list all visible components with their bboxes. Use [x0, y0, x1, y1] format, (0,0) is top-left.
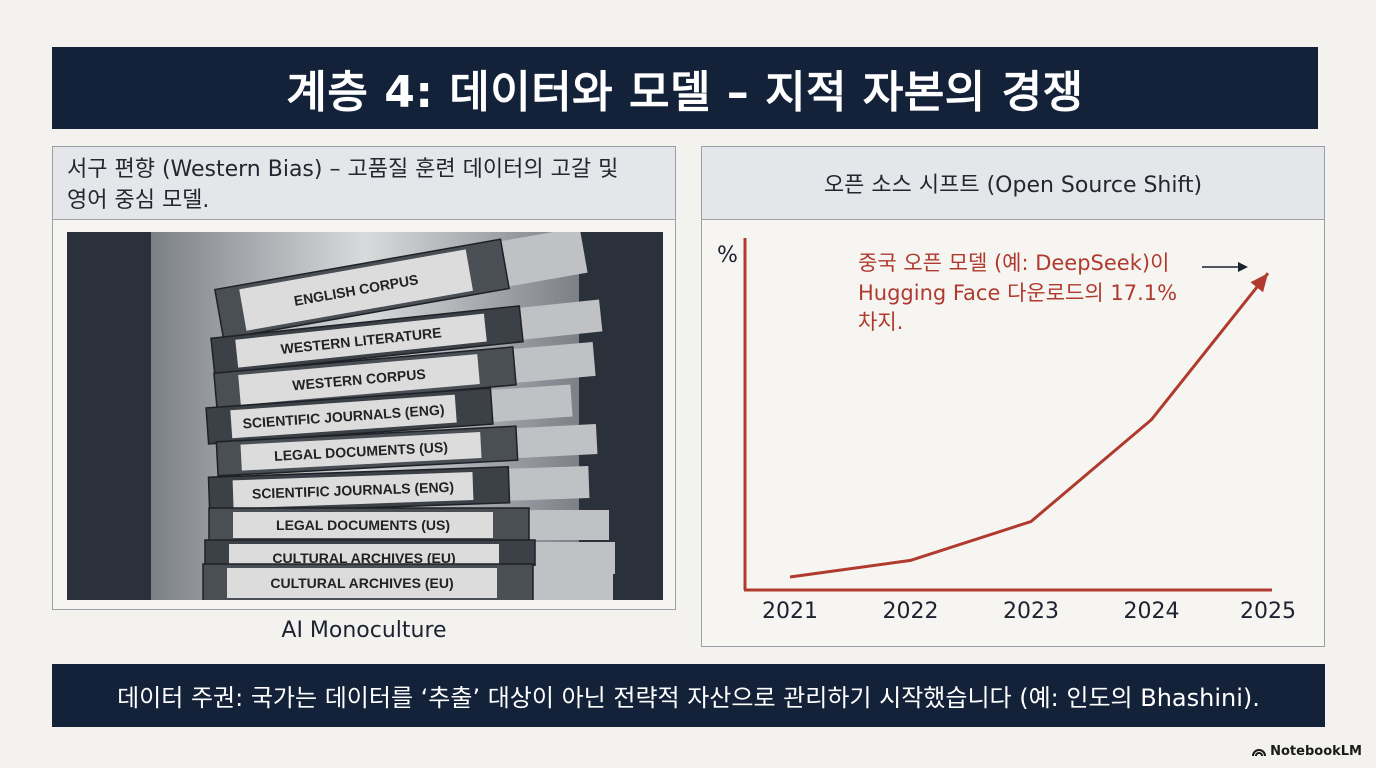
- book-pages: [523, 566, 613, 600]
- brand-label: NotebookLM: [1270, 744, 1362, 759]
- open-source-header: 오픈 소스 시프트 (Open Source Shift): [702, 147, 1324, 220]
- page-title: 계층 4: 데이터와 모델 – 지적 자본의 경쟁: [286, 67, 1084, 118]
- book-spine-label: CULTURAL ARCHIVES (EU): [272, 550, 455, 566]
- annotation-arrow-head: [1238, 262, 1248, 272]
- book-spine-label: LEGAL DOCUMENTS (US): [276, 517, 450, 533]
- book-pages: [506, 423, 598, 459]
- book-pages: [490, 232, 588, 289]
- x-tick-label: 2023: [1003, 599, 1059, 624]
- book-pages: [498, 465, 590, 502]
- book: WESTERN CORPUS: [213, 342, 596, 412]
- brand-mark: NotebookLM: [1252, 744, 1362, 759]
- open-source-header-label: 오픈 소스 시프트 (Open Source Shift): [823, 173, 1203, 198]
- book-label-band: [230, 394, 457, 439]
- book-pages: [509, 299, 603, 341]
- book-label-band: [232, 472, 474, 509]
- book-pages: [519, 510, 609, 540]
- open-source-chart: % 2021 2022 2023 2024 2025 중국 오픈 모델 (예: Deep…: [717, 238, 1296, 624]
- book-pages: [502, 342, 596, 384]
- book-label-band: [240, 432, 482, 471]
- x-tick-label: 2024: [1124, 599, 1180, 624]
- y-axis-label: %: [717, 243, 738, 268]
- book: SCIENTIFIC JOURNALS (ENG): [207, 465, 590, 514]
- annotation-line1: 중국 오픈 모델 (예: DeepSeek)이: [858, 251, 1169, 275]
- book-label-band: [235, 313, 487, 368]
- x-tick-label: 2021: [762, 599, 818, 624]
- open-source-panel: 오픈 소스 시프트 (Open Source Shift) % 2021 2022…: [701, 146, 1325, 647]
- book-label-band: [238, 354, 480, 405]
- footer-banner: 데이터 주권: 국가는 데이터를 ‘추출’ 대상이 아닌 전략적 자산으로 관리…: [52, 664, 1325, 727]
- book: CULTURAL ARCHIVES (EU): [202, 563, 613, 600]
- book: WESTERN LITERATURE: [210, 299, 603, 375]
- book-label-band: [239, 249, 473, 331]
- notebooklm-logo-icon: [1252, 748, 1267, 756]
- western-bias-header: 서구 편향 (Western Bias) – 고품질 훈련 데이터의 고갈 및 …: [53, 147, 675, 220]
- book: ENGLISH CORPUS: [213, 232, 588, 340]
- footer-text: 데이터 주권: 국가는 데이터를 ‘추출’ 대상이 아닌 전략적 자산으로 관리…: [117, 684, 1260, 712]
- book-spine-label: CULTURAL ARCHIVES (EU): [270, 575, 453, 591]
- x-tick-label: 2022: [883, 599, 939, 624]
- title-banner: 계층 4: 데이터와 모델 – 지적 자본의 경쟁: [52, 47, 1318, 129]
- book-pages: [480, 384, 573, 423]
- image-caption: AI Monoculture: [281, 618, 447, 643]
- series-line: [789, 272, 1270, 579]
- western-bias-panel: 서구 편향 (Western Bias) – 고품질 훈련 데이터의 고갈 및 …: [52, 146, 676, 610]
- book-label-band: [227, 568, 497, 598]
- x-tick-label: 2025: [1240, 599, 1296, 624]
- annotation-line3: 차지.: [858, 310, 903, 334]
- book: SCIENTIFIC JOURNALS (ENG): [205, 384, 573, 445]
- book-stack-image: ENGLISH CORPUS WESTERN LITERATURE WESTERN …: [67, 232, 663, 600]
- western-bias-header-line2: 영어 중심 모델.: [67, 188, 210, 213]
- book: LEGAL DOCUMENTS (US): [215, 423, 598, 477]
- western-bias-header-line1: 서구 편향 (Western Bias) – 고품질 훈련 데이터의 고갈 및: [67, 157, 619, 182]
- annotation-line2: Hugging Face 다운로드의 17.1%: [858, 281, 1177, 305]
- book-label-band: [233, 512, 493, 538]
- book: LEGAL DOCUMENTS (US): [208, 507, 609, 543]
- book-spine-label: SCIENTIFIC JOURNALS (ENG): [252, 479, 455, 502]
- series-arrowhead: [1250, 273, 1268, 293]
